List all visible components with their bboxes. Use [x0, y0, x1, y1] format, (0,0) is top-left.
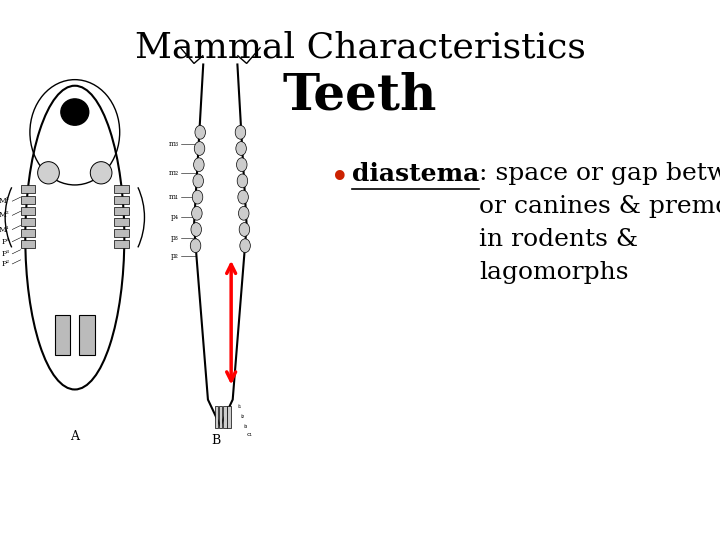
Text: Teeth: Teeth: [283, 72, 437, 121]
Circle shape: [236, 158, 247, 172]
Text: B: B: [211, 434, 220, 447]
Bar: [79, 314, 95, 355]
Bar: [114, 185, 129, 193]
Circle shape: [194, 141, 204, 156]
Text: M¹: M¹: [0, 226, 10, 233]
Circle shape: [192, 190, 203, 204]
Ellipse shape: [90, 161, 112, 184]
Bar: [215, 406, 218, 428]
Bar: [21, 228, 35, 237]
Text: p₃: p₃: [171, 234, 179, 241]
Circle shape: [190, 239, 201, 253]
Bar: [114, 228, 129, 237]
Circle shape: [235, 125, 246, 139]
Text: i₃: i₃: [243, 424, 248, 429]
Bar: [222, 406, 227, 428]
Text: P²: P²: [1, 260, 10, 268]
Bar: [227, 406, 230, 428]
Circle shape: [193, 174, 204, 188]
Circle shape: [191, 222, 202, 237]
Circle shape: [239, 222, 250, 237]
Text: m₂: m₂: [168, 169, 179, 177]
Text: P³: P³: [1, 250, 10, 258]
Bar: [21, 207, 35, 215]
Text: p₂: p₂: [171, 252, 179, 260]
Bar: [219, 406, 222, 428]
Bar: [114, 207, 129, 215]
Circle shape: [240, 239, 251, 253]
Circle shape: [238, 206, 249, 220]
Bar: [114, 218, 129, 226]
Text: i₁: i₁: [238, 404, 242, 409]
Text: Mammal Characteristics: Mammal Characteristics: [135, 30, 585, 64]
Bar: [21, 240, 35, 248]
Bar: [21, 218, 35, 226]
Text: P⁴: P⁴: [1, 238, 10, 246]
Ellipse shape: [37, 161, 59, 184]
Circle shape: [195, 125, 205, 139]
Ellipse shape: [61, 99, 89, 125]
Bar: [114, 196, 129, 204]
Text: diastema: diastema: [352, 162, 480, 186]
Bar: [114, 240, 129, 248]
Text: c₁: c₁: [247, 432, 253, 437]
Text: m₁: m₁: [168, 193, 179, 201]
Bar: [21, 196, 35, 204]
Text: M²: M²: [0, 211, 10, 219]
Text: A: A: [71, 429, 79, 443]
Circle shape: [236, 141, 246, 156]
Bar: [55, 314, 70, 355]
Text: i₂: i₂: [240, 414, 245, 419]
Text: •: •: [330, 162, 350, 195]
Text: : space or gap between incisors
or canines & premolars; prominent
in rodents &
l: : space or gap between incisors or canin…: [480, 162, 720, 284]
Circle shape: [192, 206, 202, 220]
Circle shape: [237, 174, 248, 188]
Text: M³: M³: [0, 197, 10, 205]
Bar: [21, 185, 35, 193]
Text: m₃: m₃: [168, 140, 179, 148]
Circle shape: [238, 190, 248, 204]
Circle shape: [194, 158, 204, 172]
Text: p₄: p₄: [171, 213, 179, 221]
